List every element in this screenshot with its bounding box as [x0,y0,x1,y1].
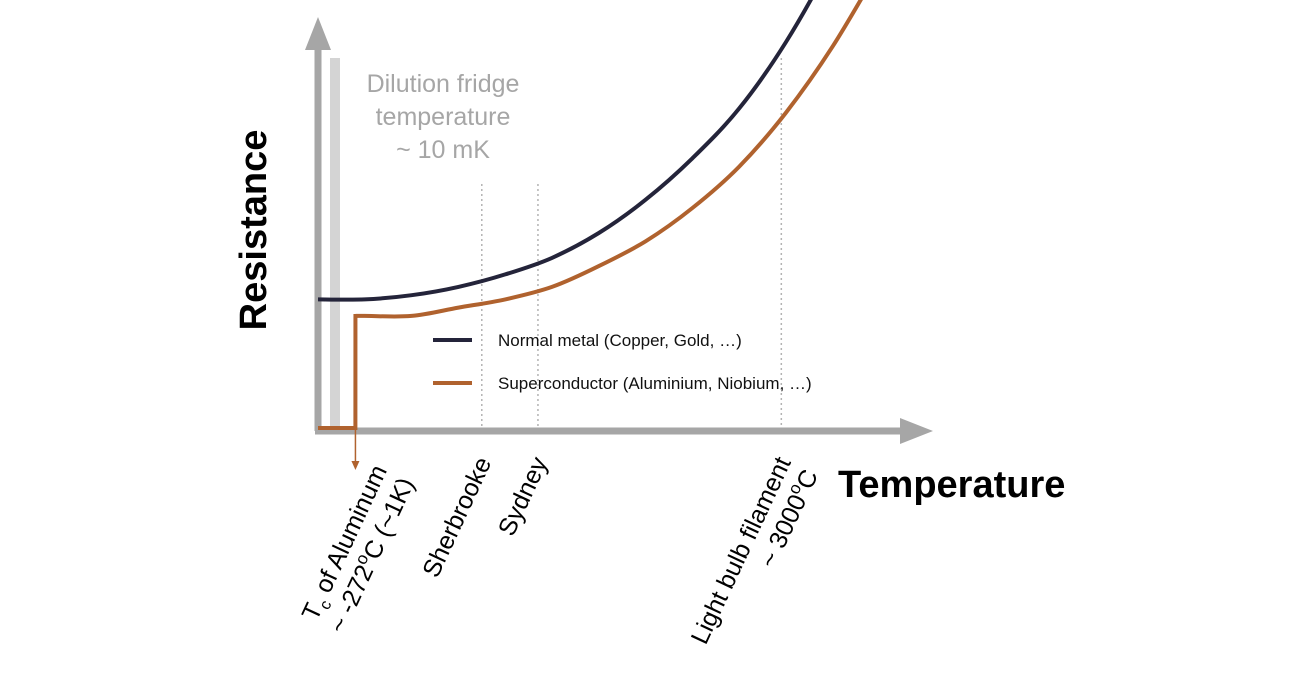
dilution-fridge-label: Dilution fridge temperature ~ 10 mK [367,70,520,164]
sherbrooke-tick-line-1: Sherbrooke [417,453,497,582]
fridge-label-line2: temperature [376,103,511,131]
superconductor-curve [318,0,863,430]
normal-metal-curve [317,0,813,302]
sydney-tick-label: Sydney [493,452,554,540]
tc-marker [351,428,360,470]
y-axis-arrowhead [305,17,331,50]
axes [305,17,933,444]
x-axis-arrowhead [900,418,933,444]
x-axis-title: Temperature [838,464,1065,506]
sherbrooke-tick-label: Sherbrooke [417,453,497,582]
dilution-fridge-bar [330,58,340,430]
tc-arrow-head [351,461,360,470]
fridge-label-line1: Dilution fridge [367,70,520,98]
legend: Normal metal (Copper, Gold, …) Supercondu… [433,331,812,393]
tc-tick-label: Tc of Aluminum~ -272oC (~1K) [297,461,420,638]
superconductor-legend-label: Superconductor (Aluminium, Niobium, …) [498,374,812,393]
fridge-label-line3: ~ 10 mK [396,136,490,164]
filament-tick-label: Light bulb filament~ 3000oC [686,453,824,649]
normal-metal-legend-label: Normal metal (Copper, Gold, …) [498,331,742,350]
y-axis-title: Resistance [233,130,275,331]
series-layer [317,0,863,430]
sydney-tick-line-1: Sydney [493,452,554,540]
